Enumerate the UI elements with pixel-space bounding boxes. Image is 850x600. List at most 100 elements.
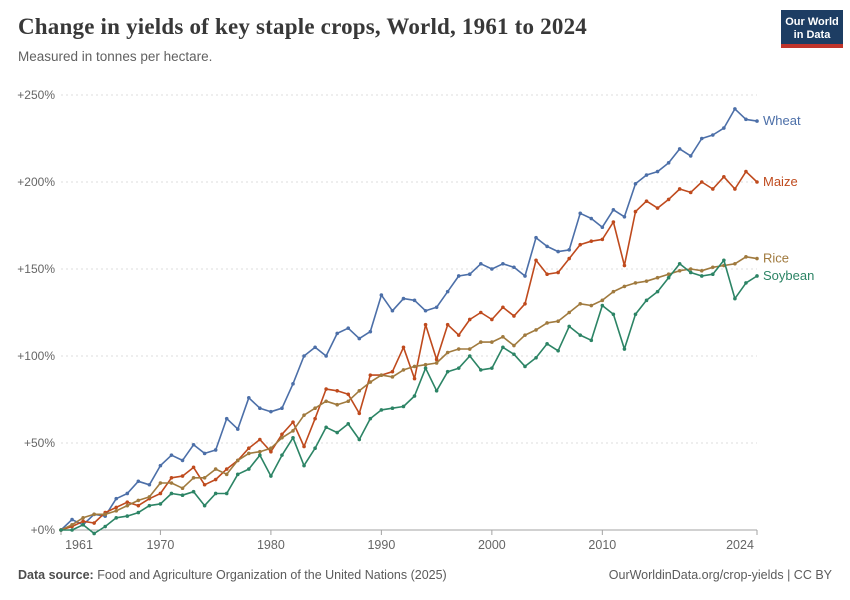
data-point: [191, 465, 196, 470]
data-point: [147, 503, 152, 508]
data-point: [677, 147, 682, 151]
data-point: [280, 432, 284, 437]
data-point: [291, 420, 295, 424]
series-soybean: Soybean: [59, 258, 814, 536]
data-point: [699, 180, 704, 184]
data-point: [357, 437, 362, 442]
data-point: [235, 427, 240, 431]
series-label-maize[interactable]: Maize: [763, 174, 798, 189]
data-point: [291, 429, 295, 433]
data-point: [733, 107, 737, 111]
data-point: [213, 448, 218, 452]
data-point: [103, 524, 107, 529]
data-point: [578, 242, 583, 247]
data-point: [589, 338, 594, 343]
series-label-rice[interactable]: Rice: [763, 251, 789, 266]
data-point: [578, 211, 583, 216]
data-point: [622, 263, 627, 268]
data-point: [280, 435, 284, 440]
x-tick-label: 2024: [726, 538, 754, 552]
data-point: [125, 514, 130, 518]
data-point: [434, 357, 439, 362]
x-tick-label: 2010: [588, 538, 616, 552]
data-point: [147, 495, 152, 499]
data-point: [545, 272, 549, 277]
series-line-maize: [60, 170, 758, 531]
data-point: [368, 416, 373, 421]
data-point: [545, 321, 549, 325]
data-point: [589, 303, 594, 308]
data-point: [467, 272, 472, 277]
data-point: [589, 239, 594, 243]
data-point: [744, 169, 748, 174]
data-point: [191, 442, 196, 447]
data-point: [368, 329, 373, 334]
data-point: [136, 479, 141, 484]
data-point: [556, 270, 560, 275]
data-point: [235, 472, 240, 477]
credit-link[interactable]: OurWorldinData.org/crop-yields | CC BY: [608, 568, 832, 582]
data-point: [180, 458, 185, 463]
data-point: [744, 255, 748, 259]
data-point: [600, 303, 605, 308]
data-point: [688, 154, 693, 158]
data-point: [611, 208, 616, 212]
data-point: [390, 375, 395, 379]
data-point: [711, 187, 715, 191]
data-point: [755, 180, 759, 184]
data-point: [158, 481, 163, 485]
data-point: [523, 274, 527, 278]
owid-logo[interactable]: Our World in Data: [781, 10, 843, 48]
x-tick-label: 1970: [147, 538, 175, 552]
y-tick-label: +50%: [24, 436, 55, 450]
series-rice: Rice: [59, 251, 789, 532]
data-point: [224, 472, 229, 477]
data-point: [512, 352, 516, 357]
data-point: [379, 373, 384, 377]
data-point: [335, 430, 339, 435]
data-point: [711, 265, 715, 270]
series-label-wheat[interactable]: Wheat: [763, 113, 801, 128]
data-point: [169, 476, 174, 480]
data-point: [456, 274, 461, 278]
data-point: [600, 225, 605, 230]
data-point: [401, 368, 406, 372]
data-point: [335, 389, 339, 393]
data-point: [235, 458, 240, 463]
data-point: [479, 368, 483, 372]
data-point: [699, 268, 704, 273]
gridlines: +0% +50% +100% +150% +200% +250%: [17, 88, 757, 537]
data-point: [633, 312, 638, 317]
data-point: [666, 275, 671, 280]
data-point: [357, 411, 362, 416]
data-point: [611, 289, 616, 294]
data-point: [191, 476, 196, 480]
x-axis: 1961 1970 1980 1990 2000 2010 2024: [60, 530, 758, 552]
data-point: [401, 404, 406, 409]
data-point: [81, 522, 85, 527]
data-point: [567, 248, 571, 252]
data-point: [92, 521, 96, 525]
series-label-soybean[interactable]: Soybean: [763, 268, 814, 283]
y-tick-label: +0%: [31, 523, 56, 537]
data-point: [346, 392, 351, 397]
data-point: [302, 413, 306, 417]
data-point: [158, 502, 163, 506]
data-point: [445, 369, 450, 374]
data-point: [313, 345, 317, 350]
data-point: [125, 503, 130, 508]
page-title: Change in yields of key staple crops, Wo…: [18, 14, 587, 39]
data-point: [434, 389, 439, 393]
data-point: [224, 491, 229, 496]
data-point: [258, 453, 262, 457]
data-point: [755, 274, 759, 278]
data-point: [169, 491, 174, 496]
x-tick-label: 1990: [367, 538, 395, 552]
data-point: [324, 425, 328, 430]
data-point: [534, 355, 538, 360]
data-point: [644, 279, 649, 283]
data-point: [213, 491, 218, 496]
data-point: [501, 305, 505, 310]
data-point: [501, 261, 505, 266]
data-point: [125, 500, 130, 504]
